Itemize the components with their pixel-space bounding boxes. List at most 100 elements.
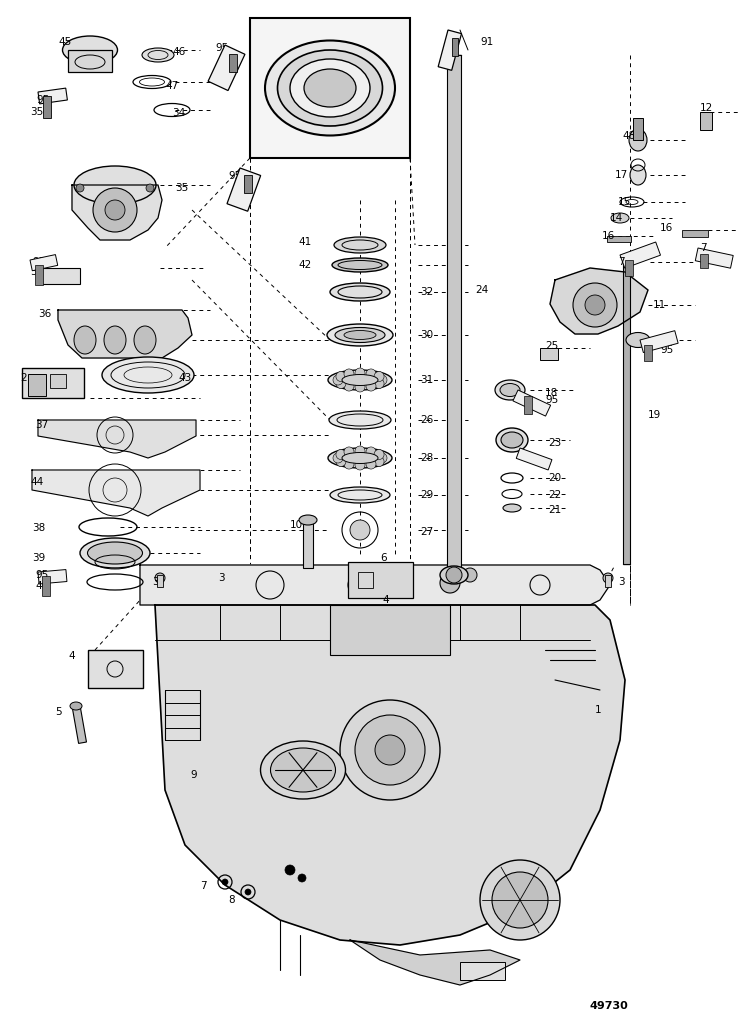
Circle shape bbox=[336, 450, 346, 460]
Circle shape bbox=[93, 188, 137, 232]
Circle shape bbox=[374, 379, 384, 388]
Text: 5: 5 bbox=[55, 707, 61, 717]
Text: 33: 33 bbox=[30, 267, 44, 278]
Text: 30: 30 bbox=[420, 330, 433, 340]
Circle shape bbox=[375, 735, 405, 765]
Text: 7: 7 bbox=[200, 881, 207, 891]
Text: 7: 7 bbox=[618, 257, 624, 267]
Ellipse shape bbox=[70, 702, 82, 710]
Circle shape bbox=[374, 457, 384, 467]
Text: 95: 95 bbox=[36, 95, 50, 105]
Bar bbox=[607, 236, 631, 242]
Bar bbox=[517, 449, 552, 470]
Text: 25: 25 bbox=[545, 341, 558, 351]
Text: 32: 32 bbox=[420, 287, 433, 297]
Ellipse shape bbox=[102, 357, 194, 393]
Text: 38: 38 bbox=[32, 523, 45, 534]
Circle shape bbox=[585, 295, 605, 315]
Ellipse shape bbox=[332, 258, 388, 272]
Circle shape bbox=[336, 372, 346, 382]
Polygon shape bbox=[58, 310, 192, 358]
Bar bbox=[208, 45, 245, 90]
Text: 11: 11 bbox=[653, 300, 667, 310]
Text: 34: 34 bbox=[172, 108, 185, 118]
Ellipse shape bbox=[626, 333, 650, 347]
Text: 15: 15 bbox=[618, 197, 631, 207]
Polygon shape bbox=[155, 605, 625, 945]
Text: 45: 45 bbox=[58, 37, 71, 47]
Circle shape bbox=[377, 375, 387, 385]
Bar bbox=[460, 962, 505, 980]
Bar bbox=[42, 268, 80, 284]
Text: 17: 17 bbox=[615, 170, 628, 180]
Bar bbox=[640, 331, 678, 352]
Text: 8: 8 bbox=[228, 895, 234, 905]
Text: 31: 31 bbox=[420, 375, 433, 385]
Text: 6: 6 bbox=[380, 553, 386, 563]
Ellipse shape bbox=[496, 428, 528, 452]
Text: 95: 95 bbox=[660, 345, 673, 355]
Text: 20: 20 bbox=[548, 473, 561, 483]
Ellipse shape bbox=[503, 504, 521, 512]
Bar bbox=[700, 254, 708, 268]
Text: 21: 21 bbox=[548, 505, 561, 515]
Circle shape bbox=[366, 459, 376, 469]
Text: 27: 27 bbox=[420, 527, 433, 537]
Ellipse shape bbox=[290, 59, 370, 117]
Circle shape bbox=[374, 450, 384, 460]
Ellipse shape bbox=[265, 41, 395, 135]
Bar bbox=[623, 262, 630, 564]
Ellipse shape bbox=[142, 48, 174, 62]
Ellipse shape bbox=[629, 129, 647, 151]
Circle shape bbox=[446, 567, 462, 583]
Ellipse shape bbox=[342, 453, 378, 464]
Circle shape bbox=[344, 381, 354, 391]
Bar bbox=[605, 575, 611, 587]
Ellipse shape bbox=[501, 432, 523, 449]
Bar bbox=[348, 562, 413, 598]
Bar bbox=[35, 265, 43, 285]
Text: 26: 26 bbox=[420, 415, 433, 425]
Text: 35: 35 bbox=[175, 183, 188, 193]
Text: 40: 40 bbox=[35, 581, 48, 591]
Ellipse shape bbox=[335, 328, 385, 342]
Circle shape bbox=[355, 382, 365, 392]
Text: 18: 18 bbox=[545, 388, 558, 398]
Ellipse shape bbox=[63, 36, 118, 63]
Ellipse shape bbox=[329, 411, 391, 429]
Circle shape bbox=[298, 874, 306, 882]
Text: 29: 29 bbox=[420, 490, 433, 500]
Text: 24: 24 bbox=[475, 285, 488, 295]
Circle shape bbox=[366, 369, 376, 379]
Circle shape bbox=[355, 715, 425, 785]
Polygon shape bbox=[32, 470, 200, 516]
Bar bbox=[644, 345, 652, 361]
Text: 41: 41 bbox=[298, 237, 311, 247]
Polygon shape bbox=[38, 420, 196, 458]
Text: 14: 14 bbox=[610, 213, 623, 223]
Text: 2: 2 bbox=[20, 373, 27, 383]
Circle shape bbox=[285, 865, 295, 874]
Text: 95: 95 bbox=[215, 43, 228, 53]
Text: 43: 43 bbox=[178, 373, 191, 383]
Text: 4: 4 bbox=[68, 651, 75, 662]
Text: 95: 95 bbox=[35, 570, 48, 580]
Circle shape bbox=[105, 200, 125, 220]
Circle shape bbox=[340, 700, 440, 800]
Ellipse shape bbox=[327, 324, 393, 346]
Bar bbox=[358, 572, 373, 588]
Circle shape bbox=[440, 573, 460, 593]
Text: 36: 36 bbox=[38, 309, 51, 319]
Ellipse shape bbox=[440, 566, 468, 584]
Text: 95: 95 bbox=[545, 395, 558, 406]
Bar bbox=[50, 374, 66, 388]
Ellipse shape bbox=[87, 542, 143, 564]
Text: 42: 42 bbox=[298, 260, 311, 270]
Bar bbox=[38, 88, 67, 103]
Bar bbox=[43, 96, 51, 118]
Text: 4: 4 bbox=[382, 595, 389, 605]
Text: 49730: 49730 bbox=[590, 1001, 629, 1011]
Bar bbox=[633, 118, 643, 140]
Ellipse shape bbox=[495, 380, 525, 400]
Circle shape bbox=[344, 369, 354, 379]
